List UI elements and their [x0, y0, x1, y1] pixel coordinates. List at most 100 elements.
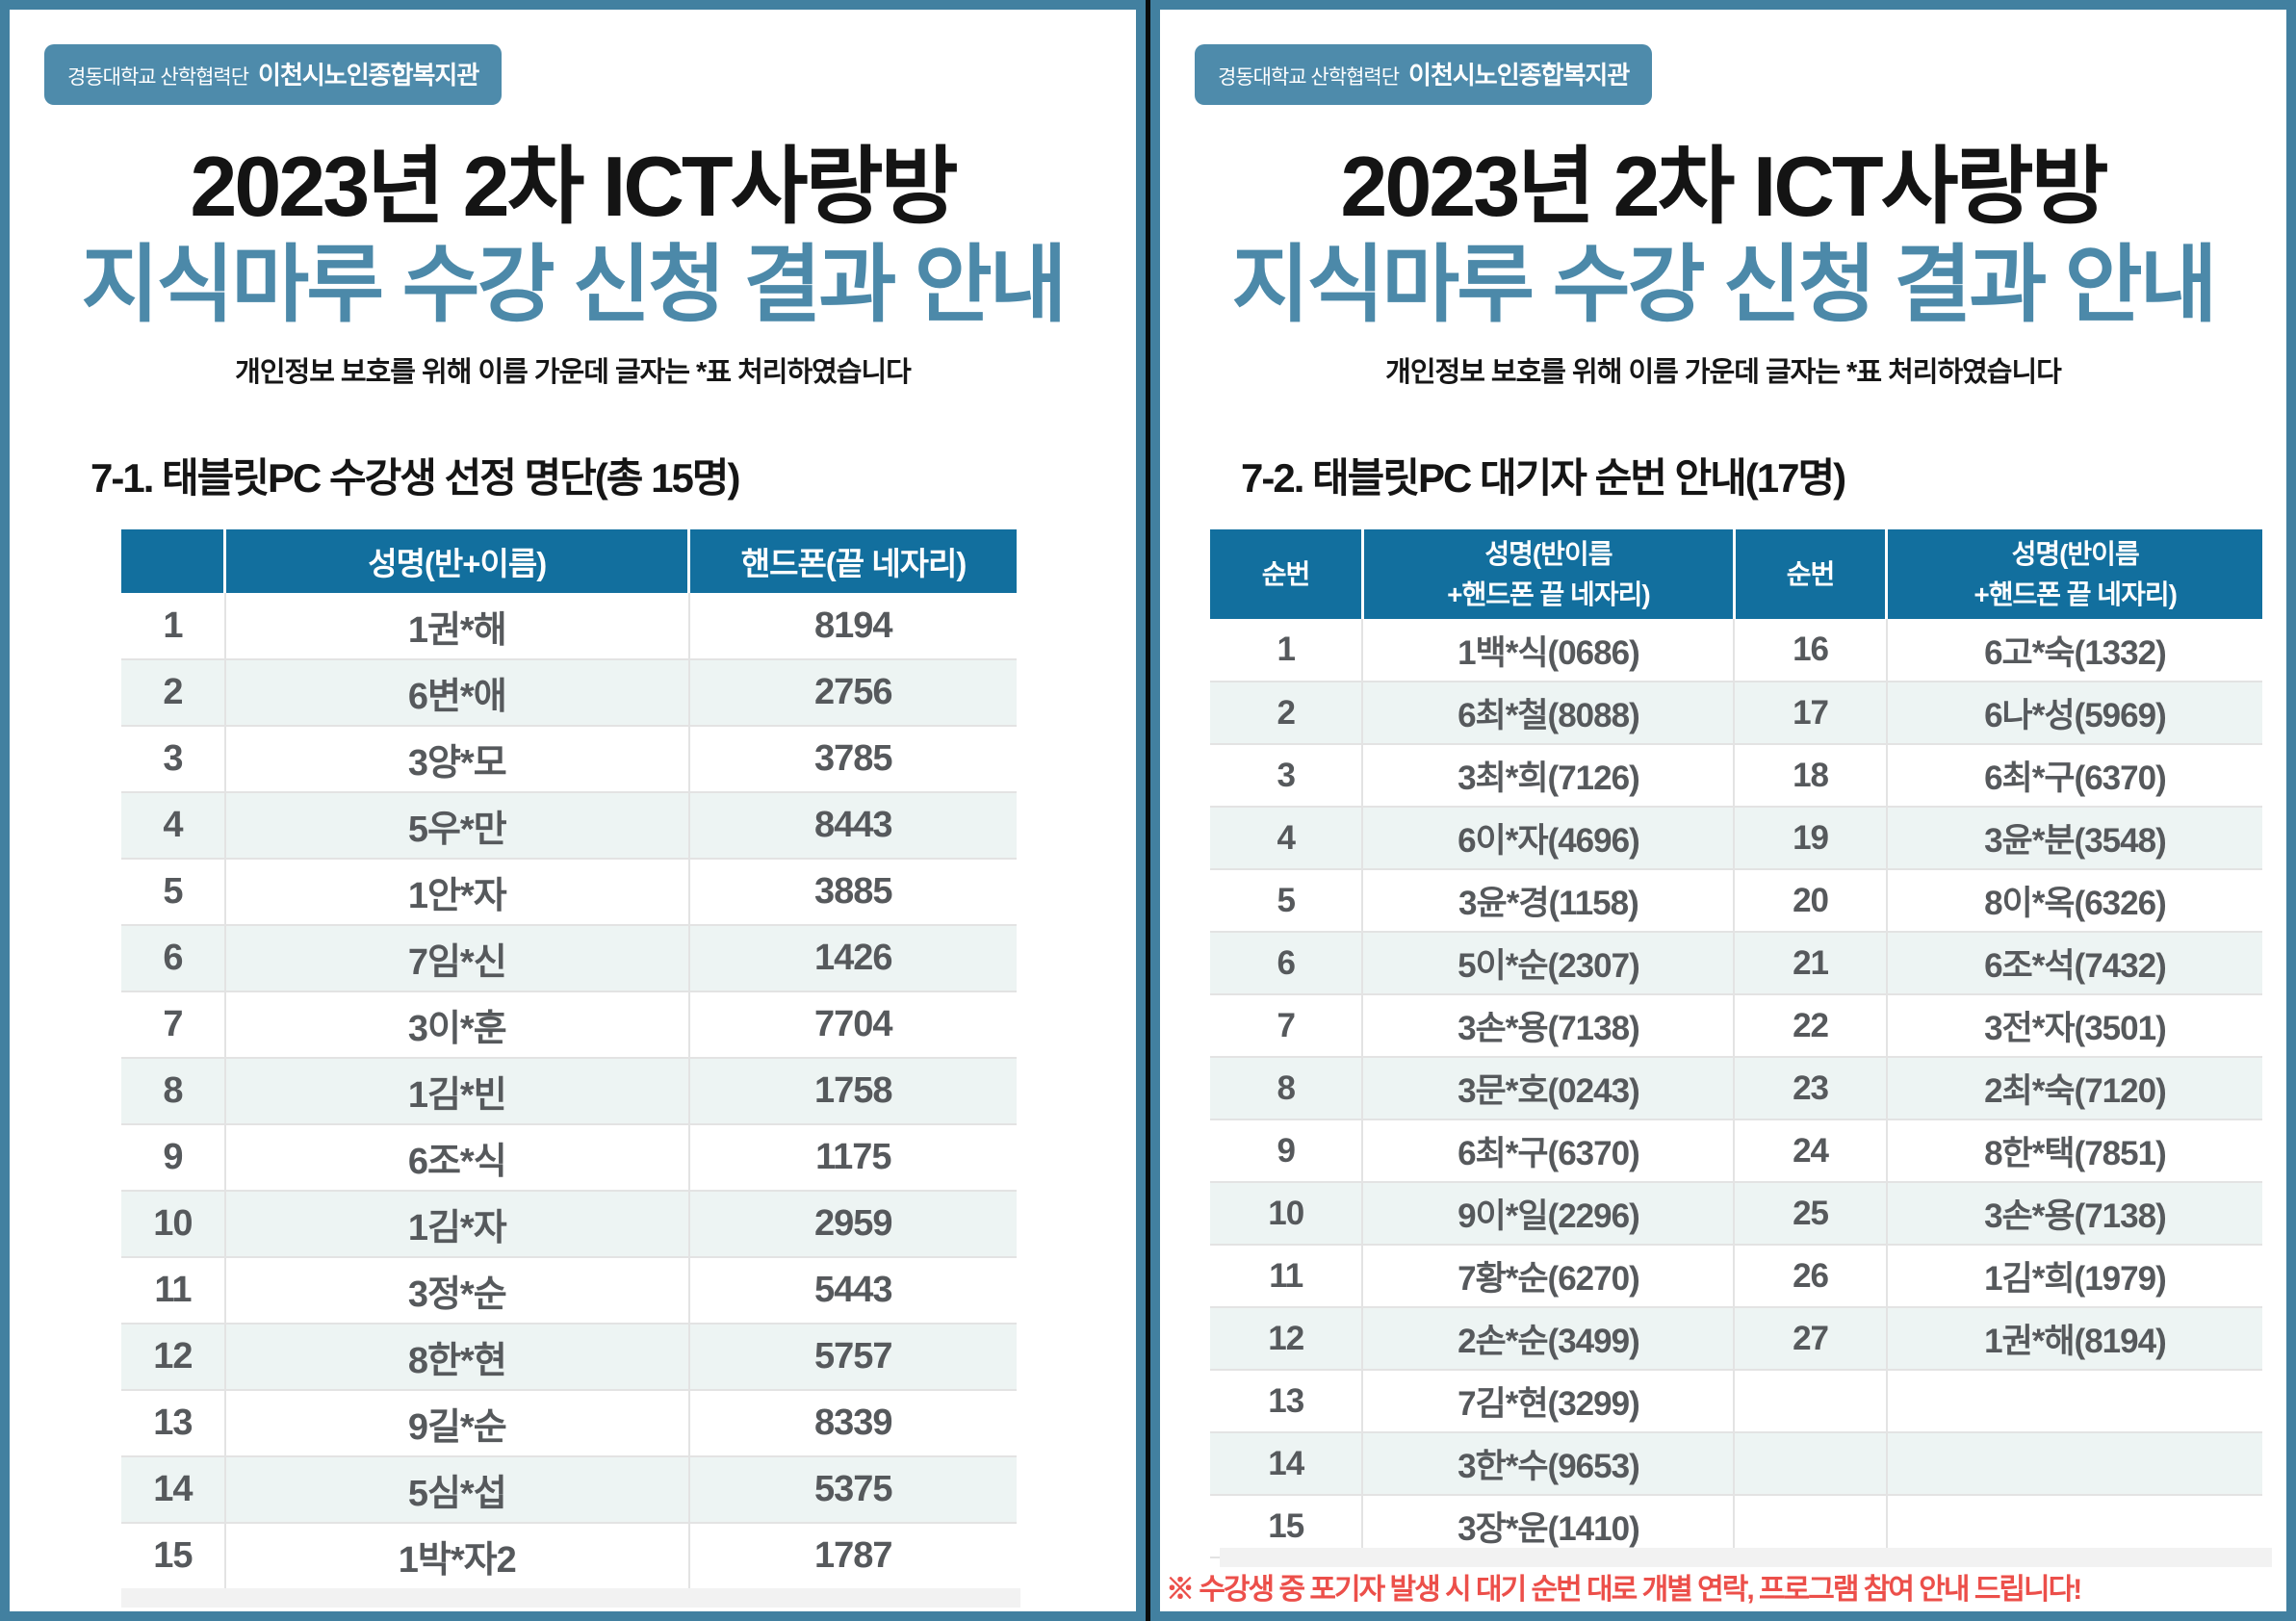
student-name: 5심*섭: [223, 1456, 689, 1525]
waiter-name-phone: 6최*구(6370): [1885, 744, 2262, 809]
table-row: 11 3정*순 5443: [121, 1257, 1017, 1325]
column-header: 핸드폰(끝 네자리): [687, 529, 1017, 594]
org-badge: 경동대학교 산학협력단 이천시노인종합복지관: [44, 44, 503, 105]
student-name: 3이*훈: [223, 991, 689, 1060]
wait-number: 16: [1733, 619, 1887, 683]
table-row: 6 7임*신 1426: [121, 925, 1017, 993]
wait-number: 7: [1210, 994, 1363, 1059]
wait-number: 17: [1733, 682, 1887, 746]
wait-number: 13: [1210, 1370, 1363, 1434]
column-header: 성명(반이름 +핸드폰 끝 네자리): [1885, 529, 2262, 620]
waiter-name-phone: 3윤*분(3548): [1885, 807, 2262, 871]
wait-number: 18: [1733, 744, 1887, 809]
student-name: 6조*식: [223, 1124, 689, 1193]
waiter-name-phone: 8이*옥(6326): [1885, 869, 2262, 934]
wait-number: 6: [1210, 932, 1363, 996]
table-row: 2 6최*철(8088) 17 6나*성(5969): [1210, 682, 2262, 746]
waiter-name-phone: 6이*자(4696): [1361, 807, 1735, 871]
wait-number: 9: [1210, 1119, 1363, 1184]
table-bottom-strip: [121, 1588, 1020, 1608]
table-row: 5 3윤*경(1158) 20 8이*옥(6326): [1210, 869, 2262, 934]
row-number: 10: [121, 1191, 225, 1259]
phone-last4: 1426: [687, 925, 1017, 993]
table-row: 12 2손*순(3499) 27 1권*해(8194): [1210, 1307, 2262, 1372]
table-row: 10 1김*자 2959: [121, 1191, 1017, 1259]
wait-number: 11: [1210, 1245, 1363, 1309]
table-row: 13 9길*순 8339: [121, 1390, 1017, 1458]
column-header: 성명(반이름 +핸드폰 끝 네자리): [1360, 529, 1735, 620]
section-title-waitlist: 7-2. 태블릿PC 대기자 순번 안내(17명): [1241, 455, 1846, 502]
waiter-name-phone: 7황*순(6270): [1361, 1245, 1735, 1309]
org-badge-name: 이천시노인종합복지관: [258, 61, 479, 90]
org-badge-name: 이천시노인종합복지관: [1408, 61, 1630, 90]
column-header: 순번: [1210, 529, 1363, 620]
wait-number: [1733, 1370, 1887, 1434]
row-number: 8: [121, 1058, 225, 1126]
phone-last4: 3885: [687, 859, 1017, 927]
wait-number: 10: [1210, 1182, 1363, 1247]
student-name: 1권*해: [223, 593, 689, 661]
waiter-name-phone: 1권*해(8194): [1885, 1307, 2262, 1372]
poster-title-line2: 지식마루 수강 신청 결과 안내: [1231, 237, 2217, 333]
waiter-name-phone: 3윤*경(1158): [1361, 869, 1735, 934]
row-number: 3: [121, 726, 225, 794]
student-name: 7임*신: [223, 925, 689, 993]
waiter-name-phone: 7김*현(3299): [1361, 1370, 1735, 1434]
waiter-name-phone: [1885, 1432, 2262, 1497]
waiter-name-phone: [1885, 1370, 2262, 1434]
table-row: 10 9이*일(2296) 25 3손*용(7138): [1210, 1182, 2262, 1247]
row-number: 7: [121, 991, 225, 1060]
wait-number: 27: [1733, 1307, 1887, 1372]
table-row: 8 3문*호(0243) 23 2최*숙(7120): [1210, 1057, 2262, 1121]
table-row: 14 3한*수(9653): [1210, 1432, 2262, 1497]
wait-number: 12: [1210, 1307, 1363, 1372]
row-number: 9: [121, 1124, 225, 1193]
table-row: 15 1박*자2 1787: [121, 1523, 1017, 1591]
wait-number: 3: [1210, 744, 1363, 809]
org-badge-prefix: 경동대학교 산학협력단: [67, 66, 249, 89]
student-name: 1김*빈: [223, 1058, 689, 1126]
waiter-name-phone: 1김*희(1979): [1885, 1245, 2262, 1309]
section-title-selected: 7-1. 태블릿PC 수강생 선정 명단(총 15명): [90, 455, 740, 502]
phone-last4: 1758: [687, 1058, 1017, 1126]
waiter-name-phone: 3전*자(3501): [1885, 994, 2262, 1059]
student-name: 3양*모: [223, 726, 689, 794]
wait-number: 23: [1733, 1057, 1887, 1121]
wait-number: 22: [1733, 994, 1887, 1059]
student-name: 8한*현: [223, 1324, 689, 1392]
poster-title: 2023년 2차 ICT사랑방 지식마루 수강 신청 결과 안내: [10, 138, 1136, 334]
table-bottom-strip: [1220, 1548, 2272, 1567]
row-number: 13: [121, 1390, 225, 1458]
waiter-name-phone: 2손*순(3499): [1361, 1307, 1735, 1372]
table-row: 3 3최*희(7126) 18 6최*구(6370): [1210, 744, 2262, 809]
table-header-row: 순번 성명(반이름 +핸드폰 끝 네자리) 순번 성명(반이름 +핸드폰 끝 네자리): [1210, 529, 2262, 620]
student-name: 1김*자: [223, 1191, 689, 1259]
poster-title-line2: 지식마루 수강 신청 결과 안내: [81, 237, 1067, 333]
table-row: 11 7황*순(6270) 26 1김*희(1979): [1210, 1245, 2262, 1309]
wait-number: 24: [1733, 1119, 1887, 1184]
wait-number: 14: [1210, 1432, 1363, 1497]
row-number: 12: [121, 1324, 225, 1392]
org-badge-prefix: 경동대학교 산학협력단: [1218, 66, 1400, 89]
table-row: 4 5우*만 8443: [121, 792, 1017, 861]
row-number: 1: [121, 593, 225, 661]
phone-last4: 2756: [687, 659, 1017, 728]
table-row: 4 6이*자(4696) 19 3윤*분(3548): [1210, 807, 2262, 871]
student-name: 1안*자: [223, 859, 689, 927]
waiter-name-phone: 2최*숙(7120): [1885, 1057, 2262, 1121]
row-number: 5: [121, 859, 225, 927]
waiter-name-phone: 6고*숙(1332): [1885, 619, 2262, 683]
phone-last4: 1787: [687, 1523, 1017, 1591]
table-header-row: 성명(반+이름) 핸드폰(끝 네자리): [121, 529, 1017, 594]
waiter-name-phone: 6최*철(8088): [1361, 682, 1735, 746]
table-row: 9 6조*식 1175: [121, 1124, 1017, 1193]
wait-number: 21: [1733, 932, 1887, 996]
wait-number: 26: [1733, 1245, 1887, 1309]
column-header: 순번: [1732, 529, 1887, 620]
waiter-name-phone: 3문*호(0243): [1361, 1057, 1735, 1121]
wait-number: 25: [1733, 1182, 1887, 1247]
poster-title-line1: 2023년 2차 ICT사랑방: [1340, 139, 2108, 234]
waiter-name-phone: 6최*구(6370): [1361, 1119, 1735, 1184]
student-name: 1박*자2: [223, 1523, 689, 1591]
